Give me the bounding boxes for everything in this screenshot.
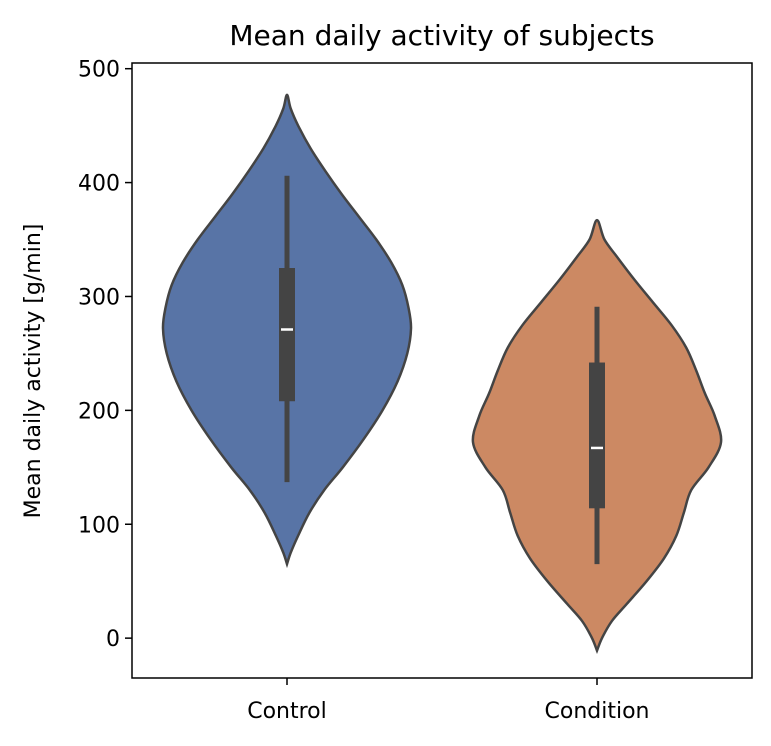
y-tick-label: 500 bbox=[78, 58, 120, 83]
y-tick-label: 100 bbox=[78, 513, 120, 538]
x-tick-label: Condition bbox=[545, 699, 650, 724]
x-axis-ticks: Control Condition bbox=[247, 678, 649, 724]
chart-title: Mean daily activity of subjects bbox=[229, 19, 654, 52]
y-tick-label: 0 bbox=[106, 627, 120, 652]
iqr-box-control bbox=[279, 268, 295, 402]
violins-group bbox=[161, 93, 723, 655]
y-tick-label: 300 bbox=[78, 285, 120, 310]
y-tick-label: 200 bbox=[78, 399, 120, 424]
iqr-box-condition bbox=[589, 362, 605, 509]
y-axis-ticks: 0 100 200 300 400 500 bbox=[78, 58, 132, 652]
x-tick-label: Control bbox=[247, 699, 327, 724]
y-axis-label: Mean daily activity [g/min] bbox=[21, 224, 46, 519]
y-tick-label: 400 bbox=[78, 172, 120, 197]
plot-frame bbox=[131, 62, 753, 679]
